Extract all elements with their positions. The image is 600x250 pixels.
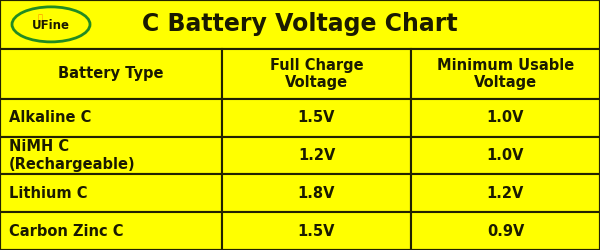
Text: Lithium C: Lithium C: [9, 186, 88, 201]
Text: 1.8V: 1.8V: [298, 186, 335, 201]
FancyBboxPatch shape: [411, 99, 600, 136]
FancyBboxPatch shape: [222, 212, 411, 250]
FancyBboxPatch shape: [222, 99, 411, 136]
Text: 1.5V: 1.5V: [298, 224, 335, 238]
Text: Alkaline C: Alkaline C: [9, 110, 91, 125]
FancyBboxPatch shape: [222, 49, 411, 99]
Text: Carbon Zinc C: Carbon Zinc C: [9, 224, 124, 238]
FancyBboxPatch shape: [0, 136, 222, 174]
Text: Battery Type: Battery Type: [58, 66, 164, 81]
FancyBboxPatch shape: [411, 49, 600, 99]
Text: 𝘜: 𝘜: [38, 14, 43, 23]
Text: C Battery Voltage Chart: C Battery Voltage Chart: [142, 12, 458, 36]
FancyBboxPatch shape: [0, 212, 222, 250]
Text: 1.0V: 1.0V: [487, 110, 524, 125]
FancyBboxPatch shape: [222, 136, 411, 174]
Text: 1.5V: 1.5V: [298, 110, 335, 125]
FancyBboxPatch shape: [411, 174, 600, 212]
FancyBboxPatch shape: [0, 49, 222, 99]
FancyBboxPatch shape: [222, 174, 411, 212]
Text: 1.2V: 1.2V: [487, 186, 524, 201]
Text: 1.2V: 1.2V: [298, 148, 335, 163]
Text: Minimum Usable
Voltage: Minimum Usable Voltage: [437, 58, 574, 90]
FancyBboxPatch shape: [0, 0, 600, 49]
Text: UFine: UFine: [32, 19, 70, 32]
Text: Full Charge
Voltage: Full Charge Voltage: [269, 58, 364, 90]
Text: 1.0V: 1.0V: [487, 148, 524, 163]
FancyBboxPatch shape: [0, 99, 222, 136]
FancyBboxPatch shape: [411, 136, 600, 174]
Text: 0.9V: 0.9V: [487, 224, 524, 238]
Text: NiMH C
(Rechargeable): NiMH C (Rechargeable): [9, 139, 136, 172]
FancyBboxPatch shape: [411, 212, 600, 250]
FancyBboxPatch shape: [0, 174, 222, 212]
